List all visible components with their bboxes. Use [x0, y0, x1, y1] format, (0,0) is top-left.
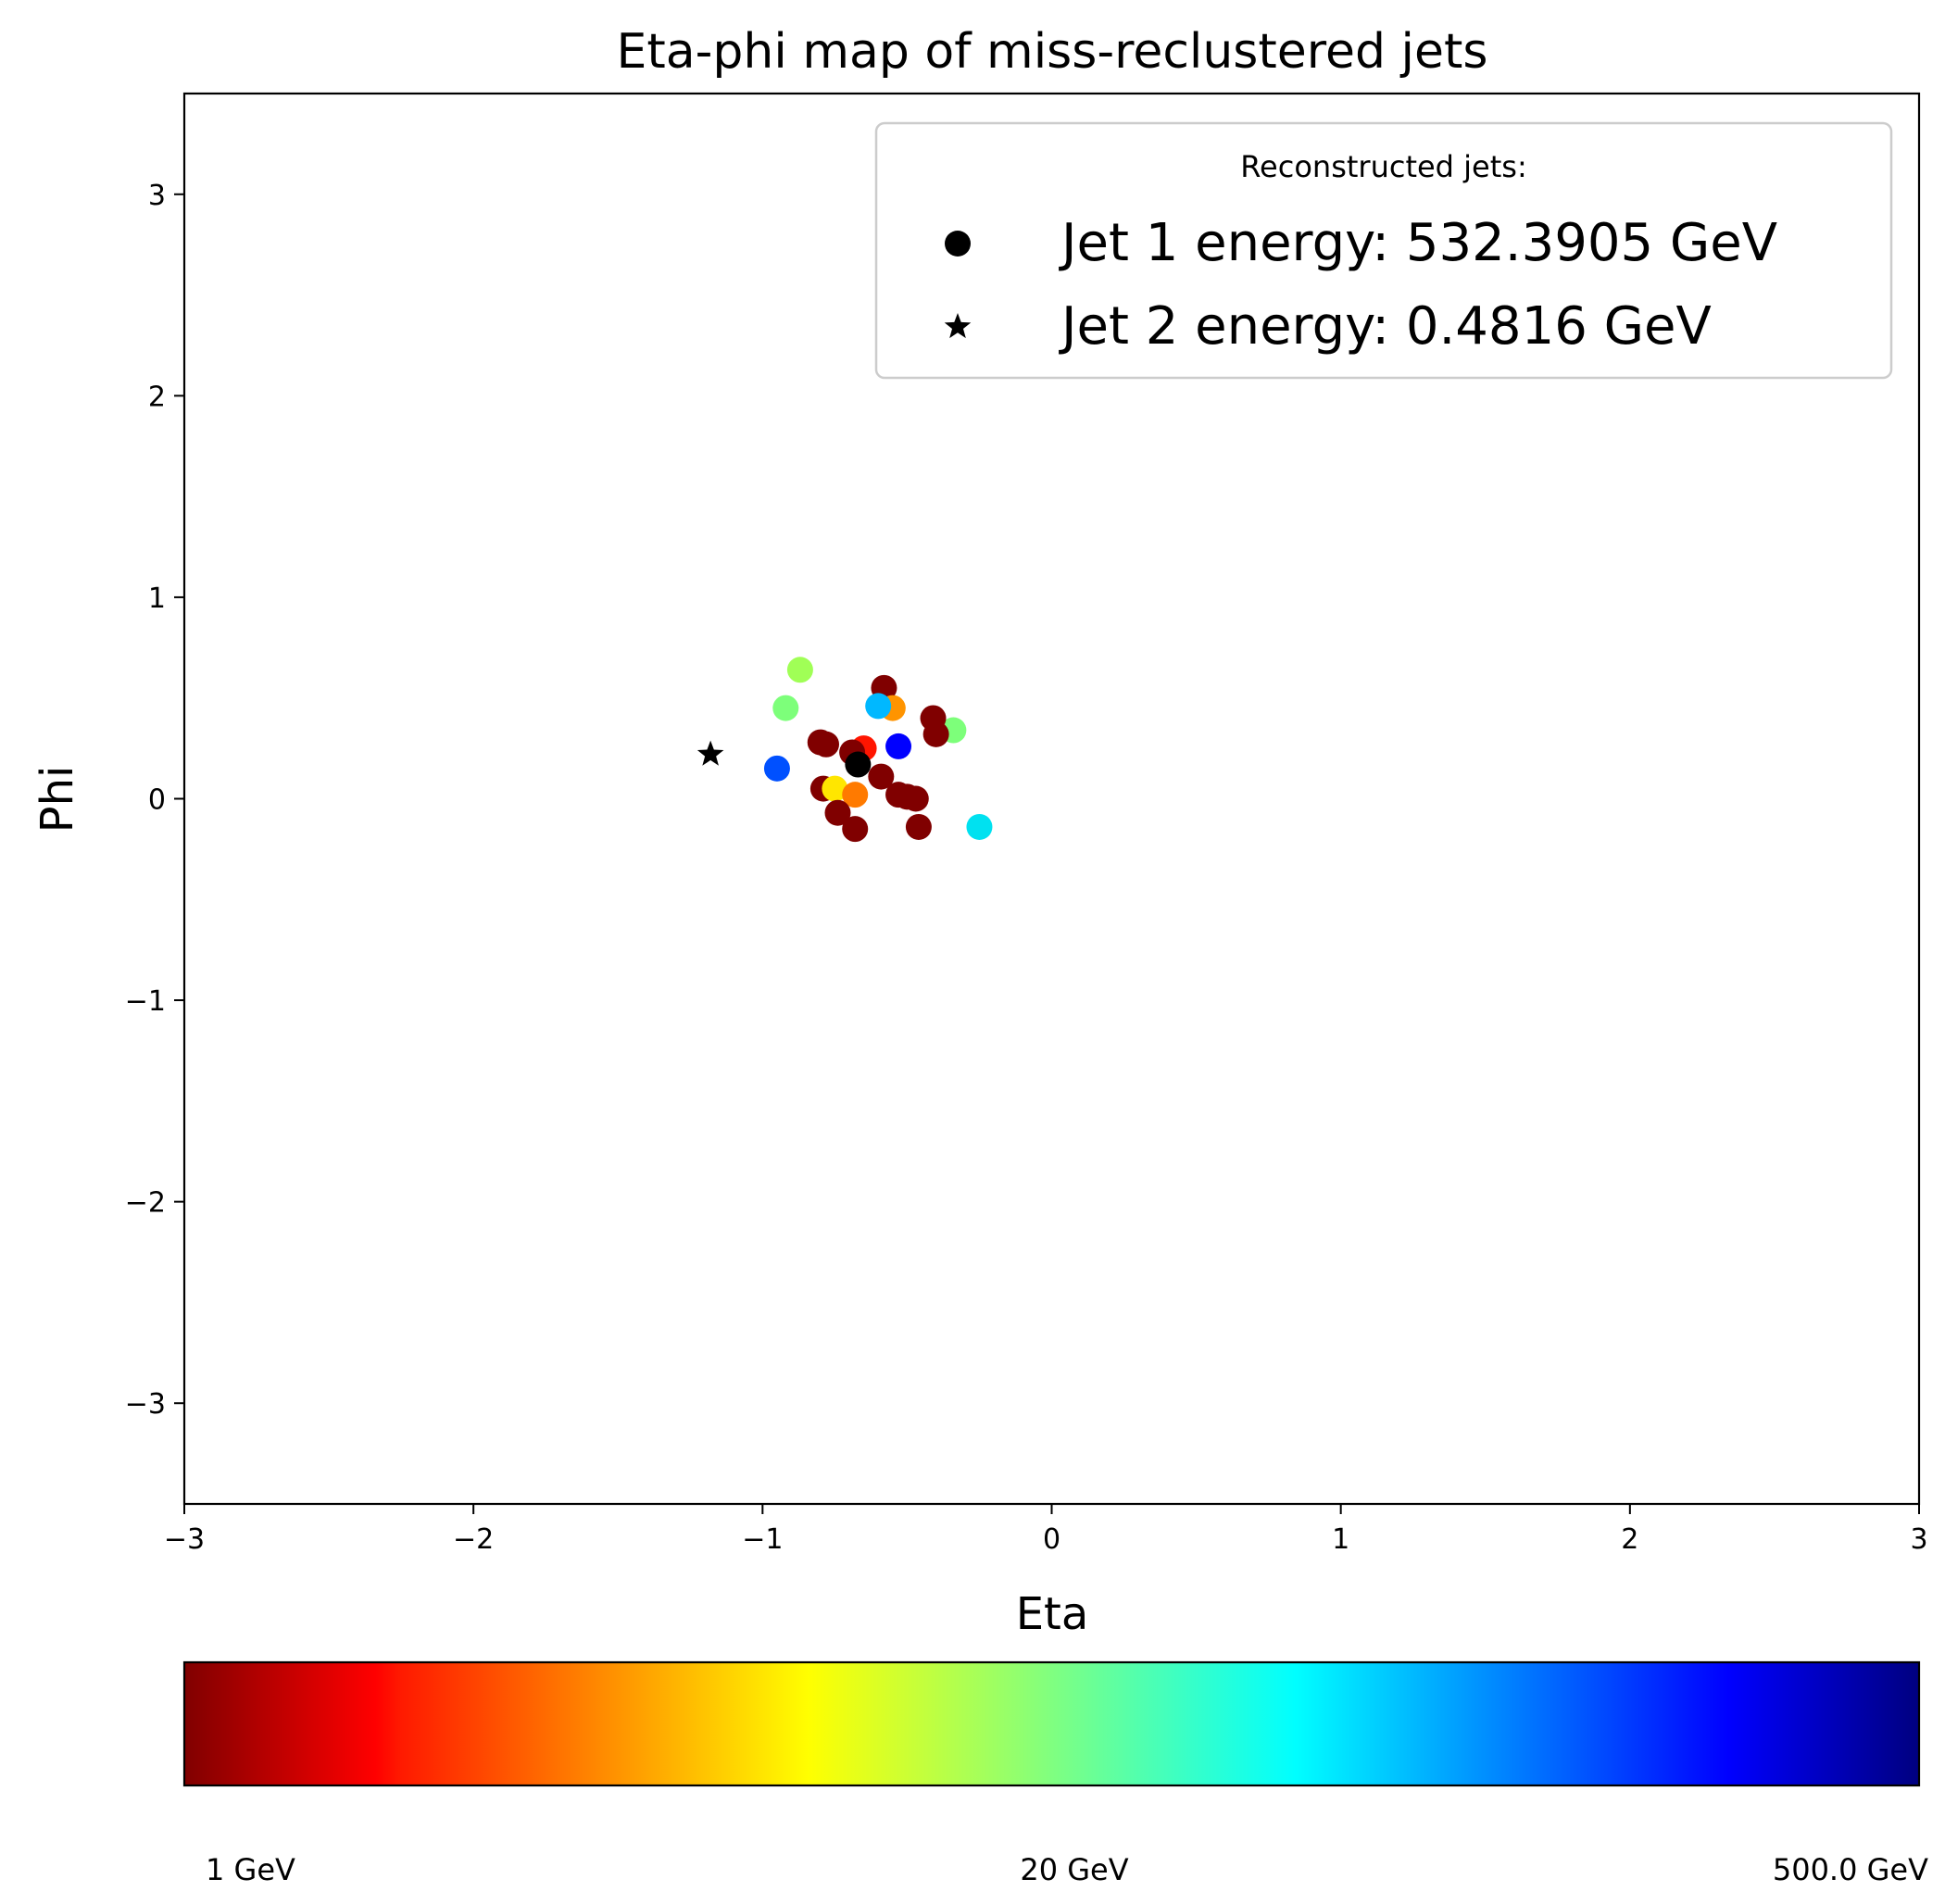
x-axis-label: Eta — [1016, 1588, 1089, 1640]
scatter-point — [772, 695, 799, 721]
x-tick-label: 0 — [1043, 1523, 1060, 1556]
y-tick-label: 2 — [148, 381, 166, 413]
jet-star-marker — [696, 740, 724, 766]
legend-marker-star — [944, 313, 972, 339]
y-axis-label: Phi — [31, 766, 83, 833]
scatter-point — [905, 813, 932, 840]
x-tick-label: −1 — [742, 1523, 783, 1556]
scatter-point — [885, 733, 912, 759]
scatter-points — [763, 657, 993, 843]
x-tick-label: 2 — [1621, 1523, 1638, 1556]
scatter-point — [894, 783, 921, 810]
x-tick-label: 3 — [1910, 1523, 1927, 1556]
legend: Reconstructed jets: Jet 1 energy: 532.39… — [874, 121, 1893, 380]
x-tick-label: −2 — [453, 1523, 494, 1556]
jet-circle-marker — [845, 751, 872, 778]
legend-entry-jet2: Jet 2 energy: 0.4816 GeV — [1059, 296, 1712, 357]
y-tick-label: 1 — [148, 582, 166, 615]
x-axis-ticks: −3 −2 −1 0 1 2 3 — [164, 1504, 1928, 1556]
legend-frame — [874, 121, 1893, 380]
scatter-point — [763, 755, 790, 782]
scatter-point — [865, 693, 892, 720]
legend-marker-circle — [945, 231, 971, 257]
scatter-point — [813, 731, 840, 758]
colorbar-label-mid: 20 GeV — [1020, 1852, 1128, 1887]
y-tick-label: 0 — [148, 784, 166, 817]
colorbar-label-max: 500.0 GeV — [1773, 1852, 1928, 1887]
x-tick-label: 1 — [1332, 1523, 1349, 1556]
y-tick-label: −3 — [125, 1388, 166, 1421]
scatter-point — [842, 816, 869, 843]
legend-title: Reconstructed jets: — [1240, 149, 1526, 184]
scatter-point — [824, 799, 851, 826]
scatter-point — [786, 657, 813, 683]
y-axis-ticks: −3 −2 −1 0 1 2 3 — [125, 180, 184, 1421]
y-tick-label: −2 — [125, 1187, 166, 1220]
colorbar-label-min: 1 GeV — [206, 1852, 295, 1887]
scatter-point — [842, 782, 869, 808]
x-tick-label: −3 — [164, 1523, 205, 1556]
scatter-point — [868, 763, 895, 790]
chart-title: Eta-phi map of miss-reclustered jets — [617, 24, 1488, 80]
jet-markers — [696, 740, 872, 778]
y-tick-label: 3 — [148, 180, 166, 212]
legend-entry-jet1: Jet 1 energy: 532.3905 GeV — [1059, 213, 1777, 273]
scatter-point — [966, 813, 993, 840]
scatter-point — [922, 720, 949, 747]
scatter-point — [822, 775, 848, 802]
plot-area: −3 −2 −1 0 1 2 3 −3 −2 −1 0 1 2 3 — [125, 92, 1928, 1556]
colorbar-gradient — [182, 1660, 1921, 1787]
colorbar: 1 GeV 20 GeV 500.0 GeV — [182, 1660, 1928, 1887]
y-tick-label: −1 — [125, 985, 166, 1018]
